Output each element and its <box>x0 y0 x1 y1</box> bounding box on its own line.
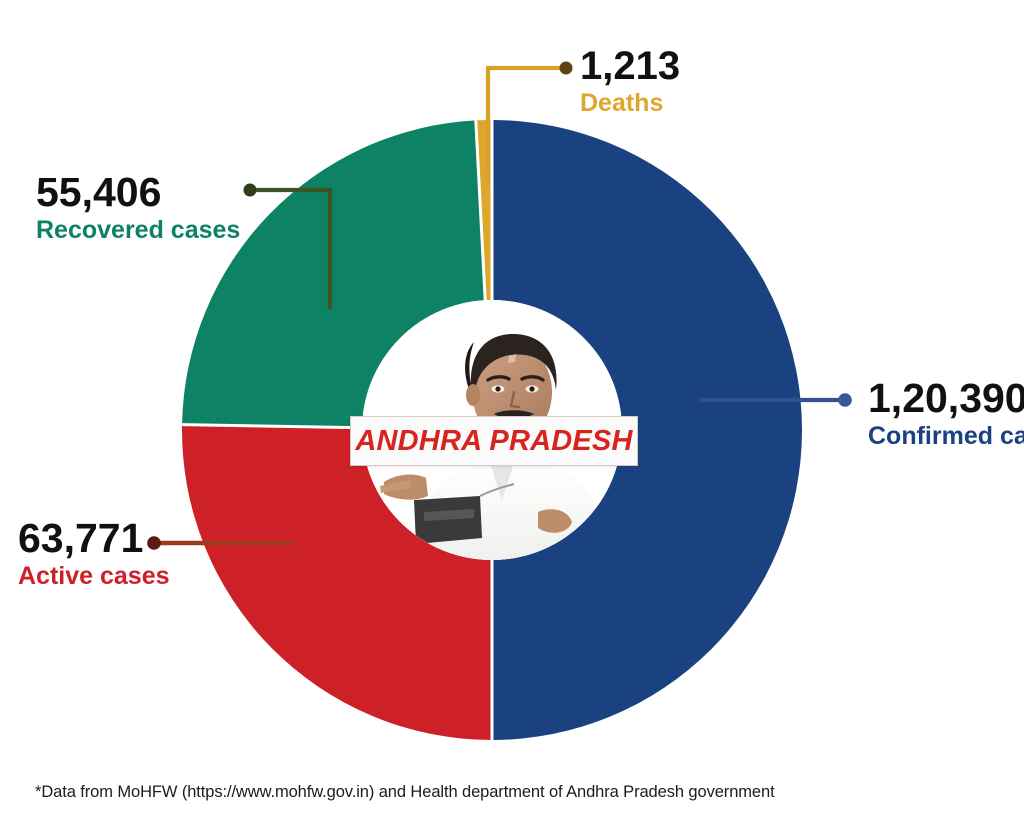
callout-active-cases: 63,771 Active cases <box>18 515 170 590</box>
callout-deaths: 1,213 Deaths <box>580 46 680 116</box>
slice-active-cases[interactable] <box>182 424 492 740</box>
state-name-banner: ANDHRA PRADESH <box>350 416 638 466</box>
callout-recovered-cases: 55,406 Recovered cases <box>36 169 241 244</box>
deaths-value: 1,213 <box>580 44 681 88</box>
confirmed-label: Confirmed cases <box>868 421 1024 450</box>
confirmed-value: 1,20,390 <box>868 375 1024 421</box>
slice-confirmed-cases[interactable] <box>492 120 802 740</box>
state-name-text: ANDHRA PRADESH <box>355 424 633 457</box>
recovered-value: 55,406 <box>36 169 162 215</box>
active-label: Active cases <box>18 561 170 590</box>
donut-chart-svg <box>182 120 802 740</box>
source-footnote: *Data from MoHFW (https://www.mohfw.gov.… <box>35 783 775 801</box>
active-value: 63,771 <box>18 515 144 561</box>
deaths-label: Deaths <box>580 88 664 117</box>
slice-recovered-cases[interactable] <box>182 120 486 428</box>
callout-confirmed-cases: 1,20,390 Confirmed cases <box>868 375 1024 450</box>
recovered-label: Recovered cases <box>36 215 241 244</box>
donut-chart <box>182 120 802 740</box>
